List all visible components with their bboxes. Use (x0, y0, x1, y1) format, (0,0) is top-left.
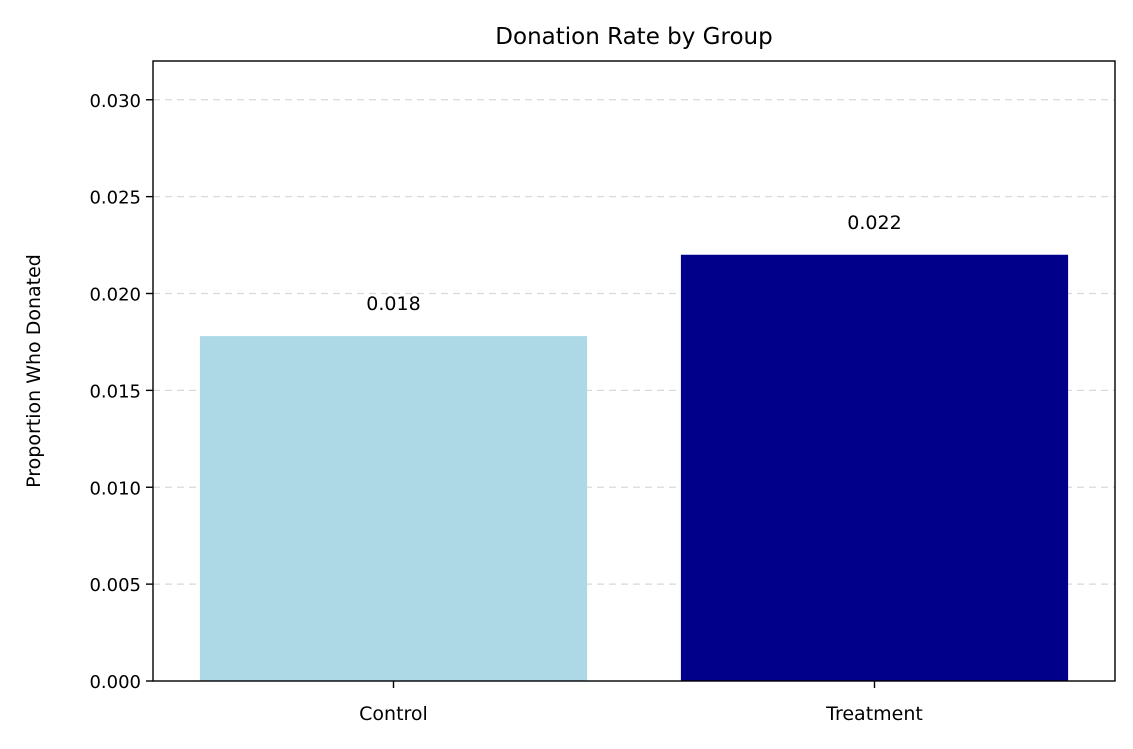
y-tick-label: 0.010 (89, 478, 141, 499)
x-axis: Control Treatment (359, 681, 923, 725)
bars-layer (199, 254, 1069, 681)
y-axis-label: Proportion Who Donated (23, 254, 45, 488)
x-tick-label: Treatment (825, 703, 923, 725)
plot-frame (152, 60, 1116, 682)
y-tick-label: 0.025 (89, 188, 141, 209)
y-tick-label: 0.005 (89, 575, 141, 596)
data-labels: 0.018 0.022 (366, 212, 901, 315)
bar-value-label: 0.018 (366, 293, 420, 315)
y-tick-label: 0.000 (89, 672, 141, 693)
y-axis: 0.000 0.005 0.010 0.015 0.020 0.025 0.030 (89, 91, 153, 693)
chart-title: Donation Rate by Group (495, 24, 772, 50)
y-tick-label: 0.020 (89, 285, 141, 306)
bar-control (199, 336, 588, 681)
x-tick-label: Control (359, 703, 428, 725)
bar-value-label: 0.022 (847, 212, 901, 234)
bar-treatment (680, 254, 1069, 681)
y-tick-label: 0.015 (89, 381, 141, 402)
y-tick-label: 0.030 (89, 91, 141, 112)
